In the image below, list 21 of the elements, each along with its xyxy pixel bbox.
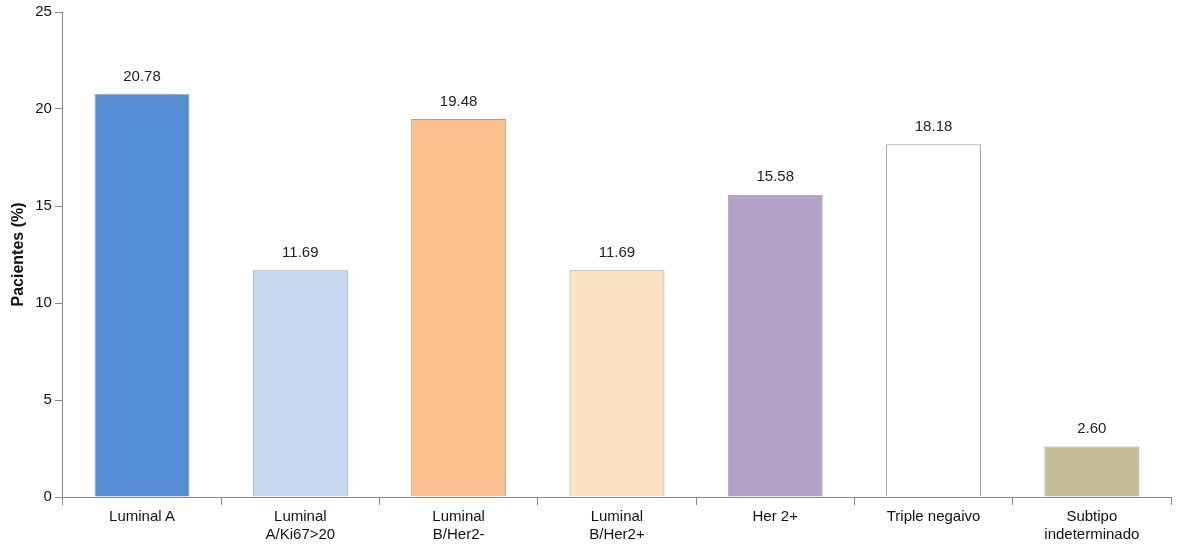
x-tick-label: Luminal A <box>109 507 175 525</box>
y-tick-label: 5 <box>43 390 52 408</box>
y-axis-title: Pacientes (%) <box>9 202 27 307</box>
x-tick-label: Triple negaivo <box>886 507 981 525</box>
data-label: 18.18 <box>914 116 953 134</box>
data-label: 15.58 <box>756 167 795 185</box>
y-tick-label: 0 <box>43 487 52 505</box>
x-tick-label: Luminal B/Her2+ <box>589 507 645 543</box>
data-label: 19.48 <box>439 91 478 109</box>
data-label: 11.69 <box>598 242 636 260</box>
data-label: 20.78 <box>123 66 161 84</box>
data-label: 2.60 <box>1077 419 1107 437</box>
y-tick-label: 15 <box>35 196 52 214</box>
data-label: 11.69 <box>282 242 319 260</box>
x-tick-label: Luminal B/Her2- <box>432 507 485 543</box>
y-tick-label: 20 <box>35 99 52 117</box>
x-tick-label: Subtipo indeterminado <box>1044 507 1140 543</box>
x-tick-label: Her 2+ <box>752 507 799 525</box>
x-tick-label: Luminal A/Ki67>20 <box>265 507 336 543</box>
y-tick-label: 10 <box>35 293 52 311</box>
y-tick-label: 25 <box>35 2 52 20</box>
